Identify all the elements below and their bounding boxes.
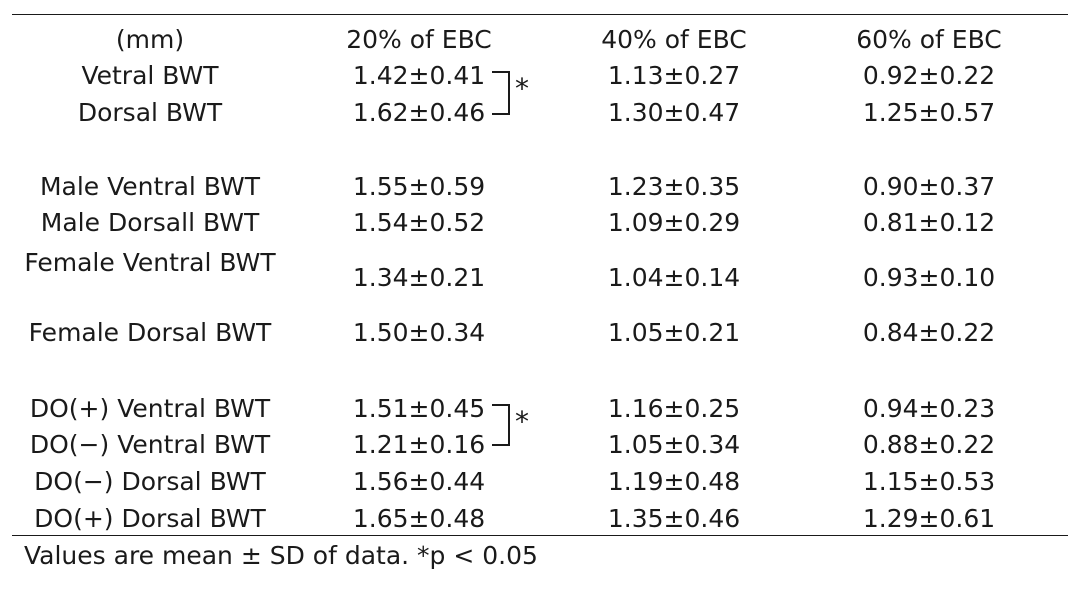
header-20-ebc: 20% of EBC: [346, 25, 492, 54]
row-label: Male Dorsall BWT: [40, 208, 260, 237]
cell-value: 0.93±0.10: [862, 263, 996, 292]
cell-value: 0.94±0.23: [862, 394, 996, 423]
cell-value: 1.55±0.59: [352, 172, 486, 201]
cell-value: 1.15±0.53: [862, 467, 996, 496]
cell-value: 1.23±0.35: [607, 172, 741, 201]
cell-value: 1.09±0.29: [607, 208, 741, 237]
header-60-ebc: 60% of EBC: [856, 25, 1002, 54]
significance-star: *: [515, 405, 529, 438]
row-label: Vetral BWT: [81, 61, 219, 90]
cell-value: 1.51±0.45: [352, 394, 486, 423]
cell-value: 1.62±0.46: [352, 98, 486, 127]
cell-value: 1.05±0.34: [607, 430, 741, 459]
cell-value: 1.13±0.27: [607, 61, 741, 90]
row-label: Female Ventral BWT: [24, 248, 276, 277]
cell-value: 1.05±0.21: [607, 318, 741, 347]
cell-value: 1.54±0.52: [352, 208, 486, 237]
cell-value: 1.16±0.25: [607, 394, 741, 423]
row-label: DO(−) Ventral BWT: [29, 430, 271, 459]
header-40-ebc: 40% of EBC: [601, 25, 747, 54]
cell-value: 0.90±0.37: [862, 172, 996, 201]
cell-value: 1.21±0.16: [352, 430, 486, 459]
row-label: DO(+) Ventral BWT: [29, 394, 271, 423]
table-footnote: Values are mean ± SD of data. *p < 0.05: [24, 541, 538, 570]
significance-bracket: [492, 404, 510, 446]
table-bottom-rule: [12, 535, 1068, 536]
header-unit: (mm): [115, 25, 185, 54]
cell-value: 1.29±0.61: [862, 504, 996, 533]
significance-star: *: [515, 72, 529, 105]
row-label: DO(+) Dorsal BWT: [34, 504, 266, 533]
row-label: Dorsal BWT: [77, 98, 223, 127]
cell-value: 1.56±0.44: [352, 467, 486, 496]
cell-value: 1.34±0.21: [352, 263, 486, 292]
table-top-rule: [12, 14, 1068, 15]
row-label: Male Ventral BWT: [39, 172, 261, 201]
cell-value: 1.30±0.47: [607, 98, 741, 127]
cell-value: 1.65±0.48: [352, 504, 486, 533]
cell-value: 1.25±0.57: [862, 98, 996, 127]
cell-value: 1.50±0.34: [352, 318, 486, 347]
row-label: DO(−) Dorsal BWT: [34, 467, 266, 496]
cell-value: 1.04±0.14: [607, 263, 741, 292]
cell-value: 0.81±0.12: [862, 208, 996, 237]
cell-value: 1.42±0.41: [352, 61, 486, 90]
row-label: Female Dorsal BWT: [28, 318, 272, 347]
cell-value: 0.92±0.22: [862, 61, 996, 90]
cell-value: 0.84±0.22: [862, 318, 996, 347]
cell-value: 1.19±0.48: [607, 467, 741, 496]
significance-bracket: [492, 71, 510, 115]
cell-value: 0.88±0.22: [862, 430, 996, 459]
cell-value: 1.35±0.46: [607, 504, 741, 533]
